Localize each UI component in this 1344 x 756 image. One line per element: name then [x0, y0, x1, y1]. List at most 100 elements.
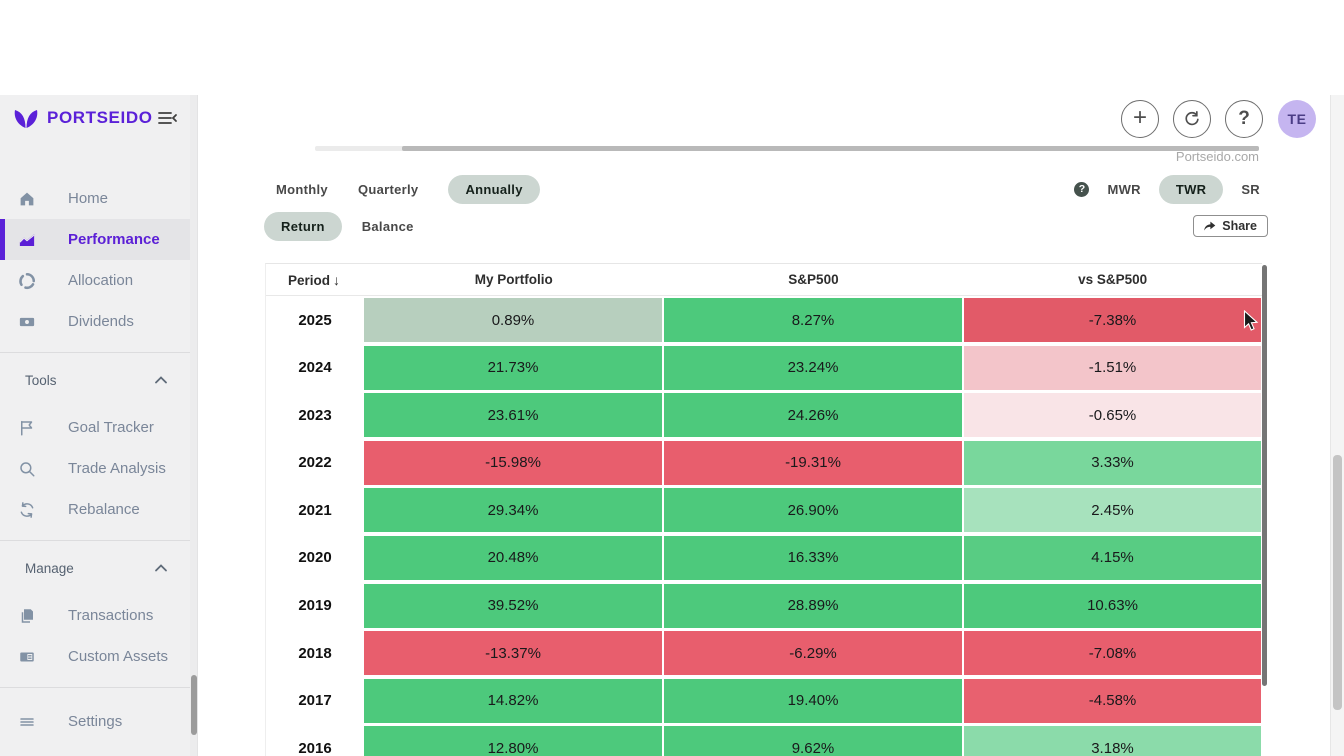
- metric-tabs: ? MWR TWR SR: [1074, 174, 1260, 204]
- row-year: 2021: [298, 501, 332, 519]
- goal-flag-icon: [18, 419, 36, 437]
- help-button[interactable]: ?: [1225, 100, 1263, 138]
- sidebar-item-custom-assets[interactable]: Custom Assets: [0, 636, 190, 677]
- share-arrow-icon: [1202, 220, 1216, 233]
- table-scrollbar-thumb[interactable]: [1262, 265, 1267, 686]
- return-cell: 24.26%: [664, 393, 962, 438]
- return-cell: 19.40%: [664, 678, 962, 723]
- column-header-sp500: S&P500: [788, 272, 839, 287]
- refresh-icon: [1182, 109, 1202, 129]
- plus-icon: +: [1132, 104, 1147, 131]
- row-year: 2023: [298, 406, 332, 424]
- sidebar-item-label: Trade Analysis: [68, 460, 166, 477]
- tab-twr[interactable]: TWR: [1158, 174, 1224, 204]
- sidebar-nav: Home Performance Allocation Dividends Too…: [0, 178, 190, 742]
- table-body: 2025 0.89% 8.27% -7.38% 2024 21.73% 23.24% -1.5…: [266, 298, 1262, 756]
- refresh-button[interactable]: [1173, 100, 1211, 138]
- row-year: 2016: [298, 739, 332, 756]
- horizontal-scrollbar-thumb[interactable]: [402, 146, 1259, 151]
- return-cell: 16.33%: [664, 535, 962, 580]
- return-cell: -15.98%: [364, 440, 662, 485]
- sidebar-divider: [0, 687, 190, 688]
- sidebar-item-label: Allocation: [68, 272, 134, 289]
- column-header-period[interactable]: Period ↓: [288, 271, 341, 288]
- return-cell: -7.38%: [964, 298, 1261, 342]
- dividends-cash-icon: [18, 313, 36, 331]
- performance-chart-icon: [18, 231, 36, 249]
- question-icon: ?: [1238, 108, 1250, 129]
- section-label: Tools: [25, 372, 57, 388]
- table-row-2021: 2021 29.34% 26.90% 2.45%: [266, 488, 1262, 533]
- row-year: 2022: [298, 454, 332, 472]
- return-cell: 2.45%: [964, 488, 1261, 533]
- return-cell: -0.65%: [964, 393, 1261, 438]
- row-year: 2020: [298, 549, 332, 567]
- sidebar-item-goal-tracker[interactable]: Goal Tracker: [0, 407, 190, 448]
- metric-help-icon[interactable]: ?: [1074, 181, 1090, 197]
- sidebar-item-label: Goal Tracker: [68, 419, 154, 436]
- return-cell: 3.33%: [964, 440, 1261, 485]
- sidebar-section-manage[interactable]: Manage: [0, 541, 190, 595]
- user-avatar[interactable]: TE: [1278, 100, 1316, 138]
- sidebar-item-label: Settings: [68, 713, 123, 730]
- share-label: Share: [1222, 219, 1257, 233]
- tab-monthly[interactable]: Monthly: [276, 181, 328, 197]
- sidebar-item-home[interactable]: Home: [0, 178, 190, 219]
- tab-annually[interactable]: Annually: [448, 174, 540, 204]
- share-button[interactable]: Share: [1193, 215, 1268, 237]
- row-year: 2024: [298, 359, 332, 377]
- chevron-up-icon: [154, 563, 168, 573]
- table-row-2016: 2016 12.80% 9.62% 3.18%: [266, 726, 1262, 756]
- section-label: Manage: [25, 560, 74, 576]
- return-cell: 21.73%: [364, 345, 662, 390]
- sidebar-item-label: Performance: [68, 231, 160, 248]
- return-cell: 26.90%: [664, 488, 962, 533]
- custom-assets-card-icon: [18, 648, 36, 666]
- return-cell: 23.61%: [364, 393, 662, 438]
- table-row-2018: 2018 -13.37% -6.29% -7.08%: [266, 631, 1262, 676]
- table-row-2025: 2025 0.89% 8.27% -7.38%: [266, 298, 1262, 342]
- sidebar-item-label: Transactions: [68, 607, 154, 624]
- page-scrollbar-thumb[interactable]: [1333, 455, 1342, 710]
- sidebar-item-rebalance[interactable]: Rebalance: [0, 489, 190, 530]
- tab-mwr[interactable]: MWR: [1107, 181, 1141, 197]
- sidebar-item-settings[interactable]: Settings: [0, 701, 190, 742]
- table-row-2017: 2017 14.82% 19.40% -4.58%: [266, 678, 1262, 723]
- sidebar-scrollbar-thumb[interactable]: [191, 675, 197, 735]
- return-cell: -4.58%: [964, 678, 1261, 723]
- return-cell: 14.82%: [364, 678, 662, 723]
- sidebar-item-label: Home: [68, 190, 109, 207]
- brand-name: PORTSEIDO: [47, 108, 153, 127]
- return-cell: -7.08%: [964, 631, 1261, 676]
- sidebar-item-performance[interactable]: Performance: [0, 219, 190, 260]
- horizontal-scrollbar-track: [315, 146, 1259, 151]
- sidebar-item-label: Rebalance: [68, 501, 140, 518]
- return-cell: 0.89%: [364, 298, 662, 342]
- sidebar-divider: [0, 540, 190, 541]
- sidebar-divider: [0, 352, 190, 353]
- return-cell: 3.18%: [964, 726, 1261, 756]
- sidebar-item-transactions[interactable]: Transactions: [0, 595, 190, 636]
- sidebar-item-label: Custom Assets: [68, 648, 169, 665]
- logo-row: PORTSEIDO: [0, 95, 190, 141]
- return-cell: 9.62%: [664, 726, 962, 756]
- performance-table: Period ↓ My Portfolio S&P500 vs S&P500 20…: [265, 263, 1262, 756]
- sidebar-collapse-icon[interactable]: [156, 108, 178, 128]
- active-indicator: [0, 219, 5, 260]
- tab-return[interactable]: Return: [264, 211, 342, 241]
- return-cell: 23.24%: [664, 345, 962, 390]
- sidebar-section-tools[interactable]: Tools: [0, 353, 190, 407]
- return-cell: 39.52%: [364, 583, 662, 628]
- sidebar-item-dividends[interactable]: Dividends: [0, 301, 190, 342]
- tab-balance[interactable]: Balance: [361, 218, 414, 234]
- sidebar-item-trade-analysis[interactable]: Trade Analysis: [0, 448, 190, 489]
- return-cell: 28.89%: [664, 583, 962, 628]
- table-row-2020: 2020 20.48% 16.33% 4.15%: [266, 535, 1262, 580]
- tab-quarterly[interactable]: Quarterly: [357, 181, 419, 197]
- sidebar-item-allocation[interactable]: Allocation: [0, 260, 190, 301]
- chevron-up-icon: [154, 375, 168, 385]
- tab-sr[interactable]: SR: [1241, 181, 1260, 197]
- add-button[interactable]: +: [1121, 100, 1159, 138]
- row-year: 2025: [298, 311, 332, 329]
